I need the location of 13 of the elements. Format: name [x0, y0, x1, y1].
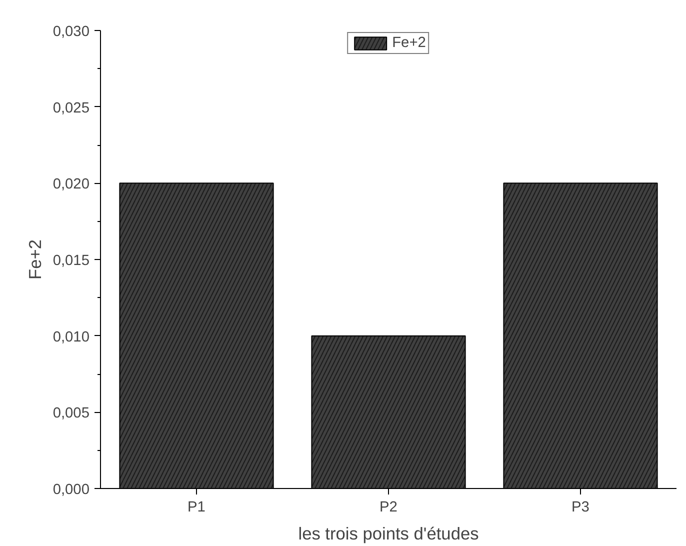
x-tick-label: P2 [380, 500, 398, 516]
x-tick-label: P3 [572, 500, 590, 516]
y-tick-label: 0,030 [52, 24, 90, 40]
x-tick-label: P1 [188, 500, 206, 516]
y-axis-title: Fe+2 [24, 240, 45, 280]
y-tick-label: 0,025 [52, 100, 90, 116]
x-axis-title: les trois points d'études [298, 524, 480, 544]
y-tick-label: 0,005 [52, 406, 90, 422]
legend-label: Fe+2 [392, 35, 426, 51]
y-tick-label: 0,000 [52, 482, 90, 498]
y-tick-label: 0,015 [52, 253, 90, 269]
y-tick-label: 0,020 [52, 176, 90, 193]
y-tick-label: 0,010 [52, 329, 90, 346]
